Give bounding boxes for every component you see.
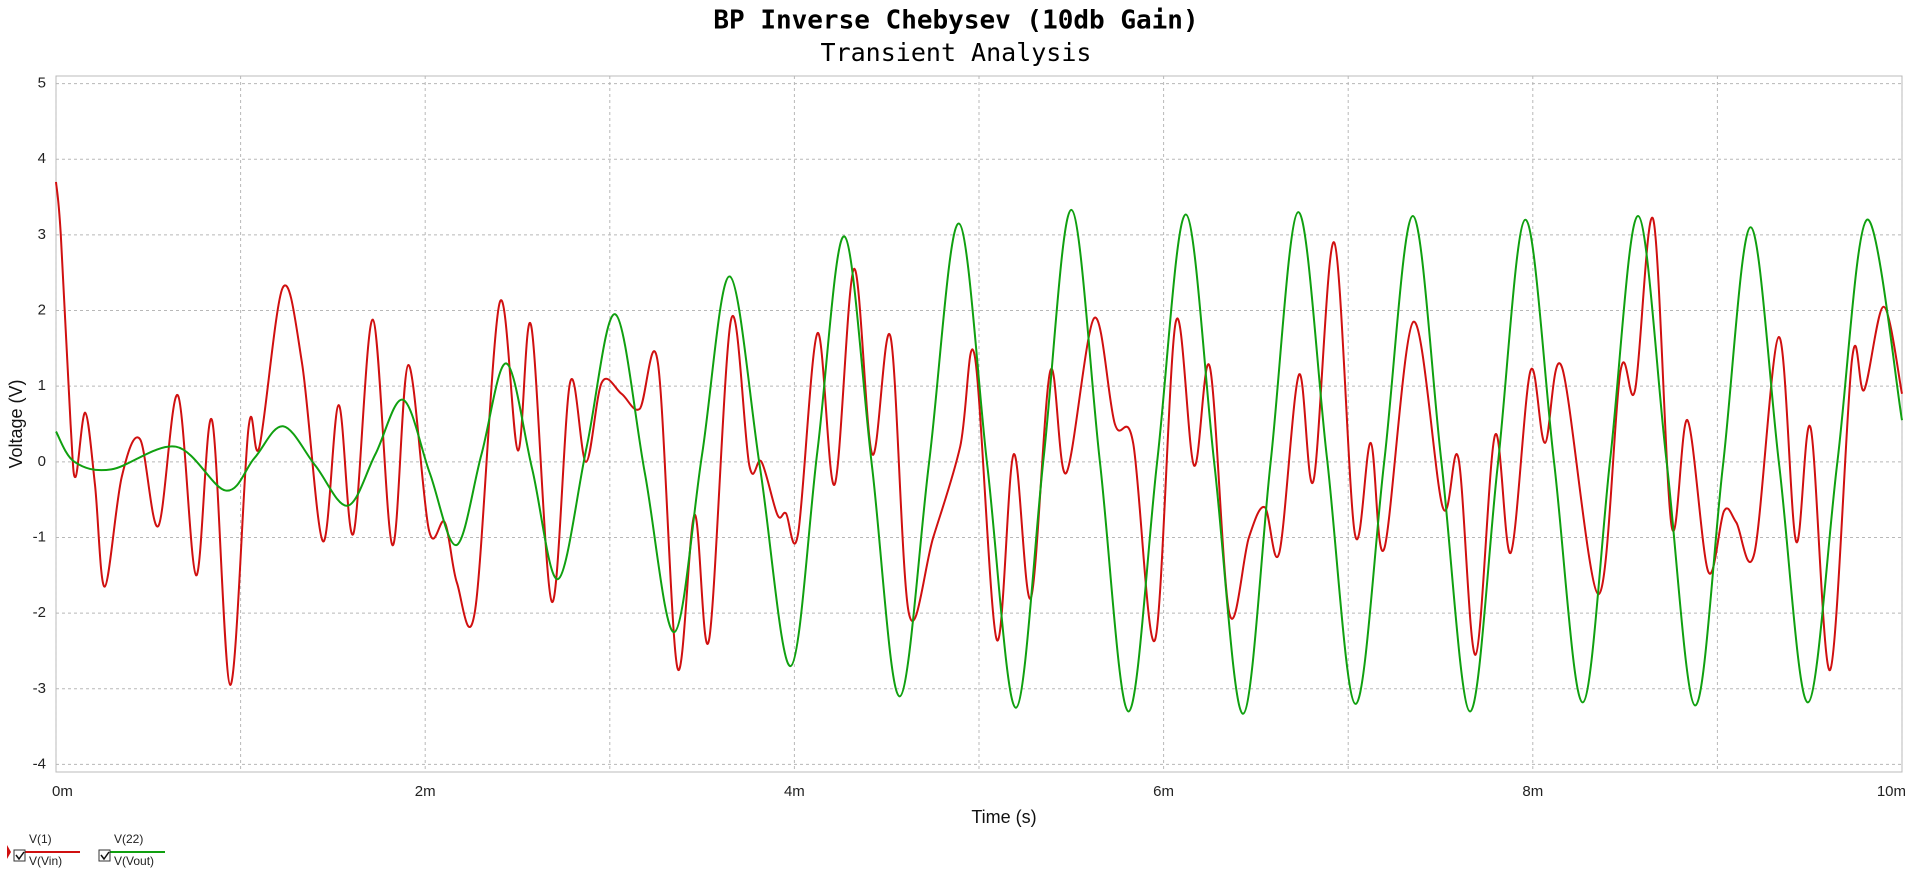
series-line bbox=[55, 181, 1903, 687]
y-tick-label: 4 bbox=[38, 150, 46, 167]
legend-checkbox[interactable] bbox=[98, 849, 111, 862]
legend-alias: V(Vin) bbox=[29, 854, 62, 868]
y-axis-title: Voltage (V) bbox=[6, 379, 26, 468]
y-tick-label: -2 bbox=[33, 604, 46, 621]
y-tick-label: 1 bbox=[38, 377, 46, 394]
legend-check bbox=[15, 851, 25, 861]
y-tick-label: 0 bbox=[38, 453, 46, 470]
legend-cursor bbox=[7, 845, 11, 859]
x-tick-label: 8m bbox=[1522, 783, 1543, 800]
series-line bbox=[55, 208, 1903, 715]
x-axis-title: Time (s) bbox=[971, 807, 1036, 827]
legend-checkbox[interactable] bbox=[13, 849, 26, 862]
y-tick-label: 5 bbox=[38, 75, 46, 92]
y-tick-label: 3 bbox=[38, 226, 46, 243]
chart-subtitle: Transient Analysis bbox=[821, 38, 1092, 67]
x-tick-label: 10m bbox=[1877, 783, 1906, 800]
grid: -4 -3 -2 -1 0 1 2 3 4 5 0m 2m 4m 6m 8m 10m bbox=[33, 75, 1906, 800]
x-tick-label: 0m bbox=[52, 783, 73, 800]
legend-alias: V(Vout) bbox=[114, 854, 154, 868]
legend-label: V(22) bbox=[114, 832, 143, 846]
x-tick-label: 4m bbox=[784, 783, 805, 800]
y-tick-label: 2 bbox=[38, 301, 46, 318]
y-tick-label: -3 bbox=[33, 680, 46, 697]
plot-area bbox=[55, 181, 1903, 715]
y-tick-label: -1 bbox=[33, 528, 46, 545]
chart-title: BP Inverse Chebysev (10db Gain) bbox=[713, 6, 1198, 36]
legend: V(1) V(Vin) V(22) V(Vout) bbox=[7, 832, 165, 868]
x-tick-label: 6m bbox=[1153, 783, 1174, 800]
legend-label: V(1) bbox=[29, 832, 52, 846]
x-tick-label: 2m bbox=[415, 783, 436, 800]
legend-check bbox=[100, 851, 110, 861]
y-tick-label: -4 bbox=[33, 755, 46, 772]
